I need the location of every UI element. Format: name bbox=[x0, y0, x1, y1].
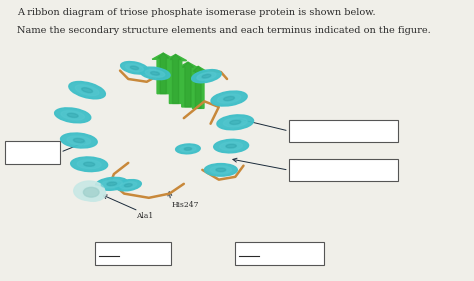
Ellipse shape bbox=[61, 111, 84, 120]
Ellipse shape bbox=[211, 91, 247, 106]
Text: A ribbon diagram of triose phosphate isomerase protein is shown below.: A ribbon diagram of triose phosphate iso… bbox=[17, 8, 376, 17]
Ellipse shape bbox=[220, 142, 243, 150]
FancyArrow shape bbox=[193, 66, 203, 108]
Text: terminus: terminus bbox=[263, 247, 308, 256]
FancyArrow shape bbox=[188, 66, 209, 108]
Text: Name the secondary structure elements and each terminus indicated on the figure.: Name the secondary structure elements an… bbox=[17, 26, 431, 35]
Ellipse shape bbox=[197, 72, 216, 80]
Ellipse shape bbox=[202, 74, 211, 78]
Ellipse shape bbox=[124, 184, 132, 187]
Ellipse shape bbox=[101, 180, 122, 188]
FancyArrow shape bbox=[164, 55, 187, 103]
Ellipse shape bbox=[180, 146, 196, 152]
FancyArrow shape bbox=[177, 62, 199, 107]
FancyArrow shape bbox=[170, 55, 181, 103]
Ellipse shape bbox=[83, 162, 95, 166]
Ellipse shape bbox=[140, 67, 170, 80]
Ellipse shape bbox=[210, 166, 232, 174]
Ellipse shape bbox=[120, 62, 148, 74]
Ellipse shape bbox=[74, 181, 105, 201]
FancyBboxPatch shape bbox=[289, 120, 398, 142]
Ellipse shape bbox=[77, 160, 101, 169]
Ellipse shape bbox=[145, 70, 165, 77]
Ellipse shape bbox=[184, 148, 191, 150]
FancyBboxPatch shape bbox=[5, 140, 60, 164]
Ellipse shape bbox=[151, 72, 160, 75]
Ellipse shape bbox=[96, 177, 128, 190]
Ellipse shape bbox=[81, 186, 106, 201]
Ellipse shape bbox=[115, 180, 141, 191]
Ellipse shape bbox=[55, 108, 91, 123]
Ellipse shape bbox=[204, 164, 237, 176]
Ellipse shape bbox=[218, 94, 241, 103]
Ellipse shape bbox=[73, 138, 84, 143]
Ellipse shape bbox=[217, 115, 254, 130]
Ellipse shape bbox=[223, 118, 247, 127]
FancyArrow shape bbox=[152, 53, 174, 94]
Ellipse shape bbox=[107, 182, 117, 186]
Ellipse shape bbox=[176, 144, 200, 154]
Ellipse shape bbox=[214, 139, 248, 153]
Ellipse shape bbox=[69, 81, 105, 99]
Ellipse shape bbox=[75, 85, 99, 96]
Text: Ala1: Ala1 bbox=[137, 212, 154, 220]
Text: terminus: terminus bbox=[122, 247, 166, 256]
Ellipse shape bbox=[224, 96, 235, 101]
Ellipse shape bbox=[61, 133, 97, 148]
Ellipse shape bbox=[216, 168, 226, 172]
FancyArrow shape bbox=[158, 53, 169, 94]
FancyBboxPatch shape bbox=[235, 242, 324, 265]
Ellipse shape bbox=[126, 64, 144, 72]
Ellipse shape bbox=[82, 88, 92, 93]
Ellipse shape bbox=[130, 66, 138, 70]
Ellipse shape bbox=[191, 70, 221, 83]
FancyBboxPatch shape bbox=[289, 159, 398, 181]
Ellipse shape bbox=[120, 182, 137, 189]
Ellipse shape bbox=[71, 157, 108, 172]
Ellipse shape bbox=[230, 120, 241, 124]
Ellipse shape bbox=[83, 187, 99, 197]
Ellipse shape bbox=[226, 144, 237, 148]
Ellipse shape bbox=[67, 113, 78, 117]
FancyBboxPatch shape bbox=[95, 242, 172, 265]
FancyArrow shape bbox=[182, 62, 193, 107]
Text: His247: His247 bbox=[172, 201, 199, 209]
Ellipse shape bbox=[67, 136, 91, 145]
